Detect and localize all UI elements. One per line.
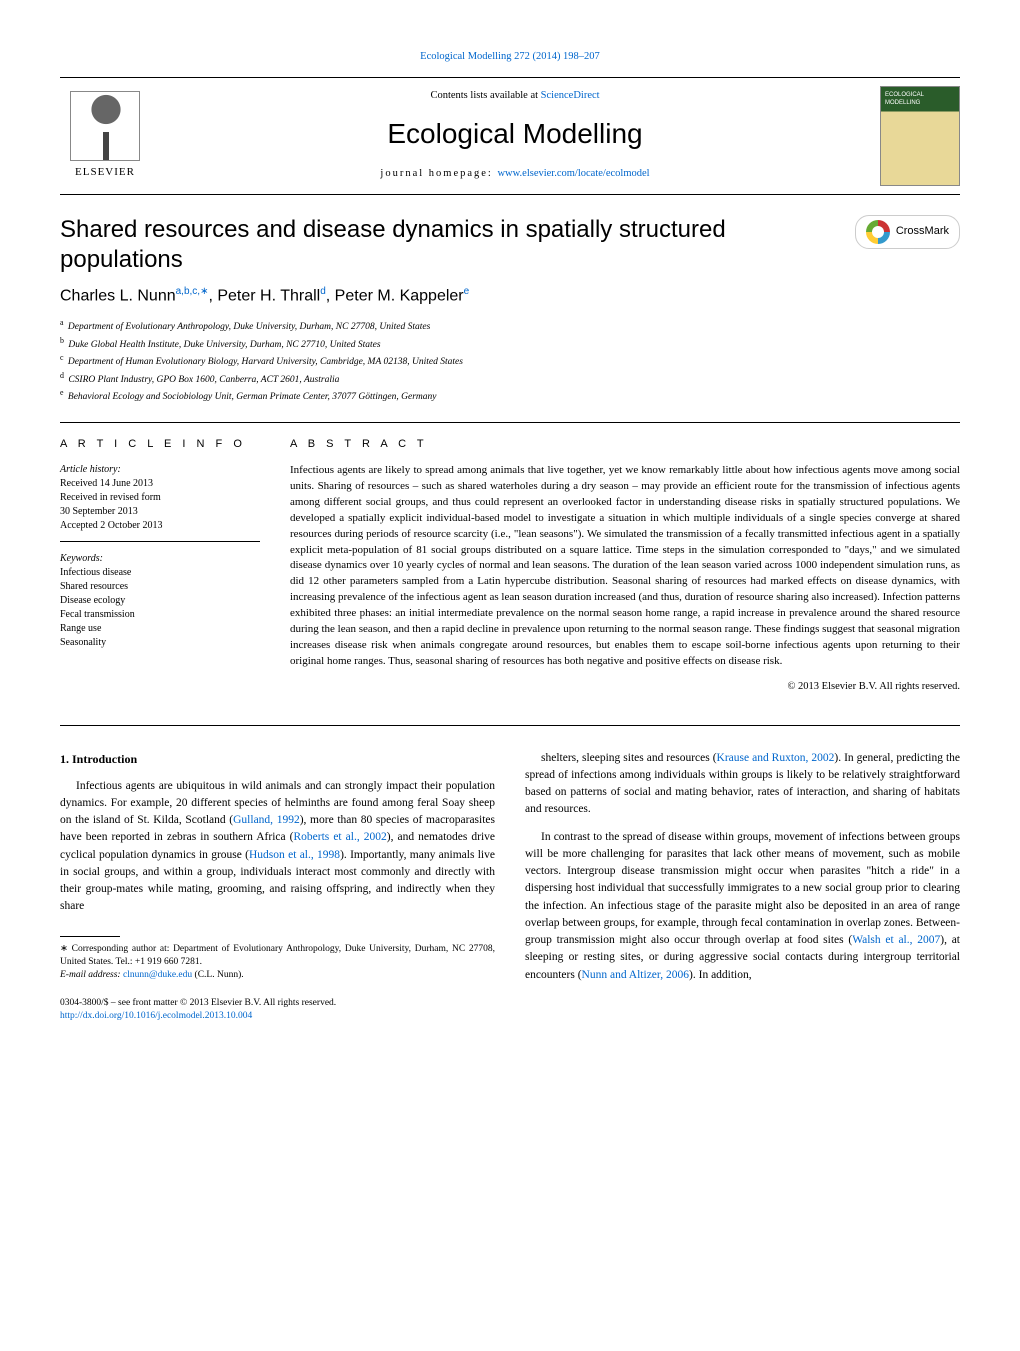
crossmark-label: CrossMark: [896, 224, 949, 239]
keyword-line: Range use: [60, 622, 260, 636]
doi-link[interactable]: http://dx.doi.org/10.1016/j.ecolmodel.20…: [60, 1011, 252, 1021]
left-column: 1. Introduction Infectious agents are ub…: [60, 750, 495, 1023]
affiliation-line: a Department of Evolutionary Anthropolog…: [60, 317, 960, 334]
issn-line: 0304-3800/$ – see front matter © 2013 El…: [60, 997, 495, 1010]
sciencedirect-link[interactable]: ScienceDirect: [541, 90, 600, 101]
affiliation-line: b Duke Global Health Institute, Duke Uni…: [60, 335, 960, 352]
right-column: shelters, sleeping sites and resources (…: [525, 750, 960, 1023]
journal-cover-thumbnail: [880, 86, 960, 186]
elsevier-tree-icon: [70, 91, 140, 161]
crossmark-badge[interactable]: CrossMark: [855, 215, 960, 249]
author-list: Charles L. Nunna,b,c,∗, Peter H. Thralld…: [60, 285, 960, 308]
affiliation-line: e Behavioral Ecology and Sociobiology Un…: [60, 387, 960, 404]
keyword-line: Disease ecology: [60, 594, 260, 608]
body-paragraph: In contrast to the spread of disease wit…: [525, 829, 960, 984]
section-title: Introduction: [72, 752, 137, 766]
elsevier-logo: ELSEVIER: [60, 86, 150, 186]
keyword-line: Shared resources: [60, 580, 260, 594]
article-history-block: Article history: Received 14 June 2013Re…: [60, 463, 260, 542]
abstract-column: A B S T R A C T Infectious agents are li…: [290, 437, 960, 694]
section-number: 1.: [60, 752, 69, 766]
corresponding-author-footnote: ∗ Corresponding author at: Department of…: [60, 943, 495, 983]
email-suffix: (C.L. Nunn).: [192, 970, 243, 980]
article-info-column: A R T I C L E I N F O Article history: R…: [60, 437, 260, 694]
keywords-block: Keywords: Infectious diseaseShared resou…: [60, 552, 260, 658]
crossmark-icon: [866, 220, 890, 244]
affiliation-list: a Department of Evolutionary Anthropolog…: [60, 317, 960, 404]
article-history-title: Article history:: [60, 463, 260, 477]
section-heading: 1. Introduction: [60, 750, 495, 768]
abstract-heading: A B S T R A C T: [290, 437, 960, 452]
contents-available-line: Contents lists available at ScienceDirec…: [150, 89, 880, 104]
keyword-line: Fecal transmission: [60, 608, 260, 622]
keyword-line: Infectious disease: [60, 566, 260, 580]
abstract-copyright: © 2013 Elsevier B.V. All rights reserved…: [290, 680, 960, 695]
publisher-name: ELSEVIER: [75, 165, 135, 180]
article-info-heading: A R T I C L E I N F O: [60, 437, 260, 452]
affiliation-line: c Department of Human Evolutionary Biolo…: [60, 352, 960, 369]
article-title: Shared resources and disease dynamics in…: [60, 215, 855, 275]
section-divider: [60, 725, 960, 726]
homepage-prefix: journal homepage:: [380, 168, 497, 179]
body-paragraph: Infectious agents are ubiquitous in wild…: [60, 778, 495, 916]
corresponding-author-text: ∗ Corresponding author at: Department of…: [60, 943, 495, 970]
affiliation-line: d CSIRO Plant Industry, GPO Box 1600, Ca…: [60, 370, 960, 387]
journal-header: ELSEVIER Contents lists available at Sci…: [60, 77, 960, 195]
journal-homepage-line: journal homepage: www.elsevier.com/locat…: [150, 167, 880, 182]
history-line: Received in revised form: [60, 491, 260, 505]
journal-homepage-link[interactable]: www.elsevier.com/locate/ecolmodel: [497, 168, 649, 179]
history-line: Accepted 2 October 2013: [60, 519, 260, 533]
keywords-title: Keywords:: [60, 552, 260, 566]
author-email-link[interactable]: clnunn@duke.edu: [123, 970, 192, 980]
body-paragraph: shelters, sleeping sites and resources (…: [525, 750, 960, 819]
journal-reference: Ecological Modelling 272 (2014) 198–207: [60, 50, 960, 65]
page-footer: 0304-3800/$ – see front matter © 2013 El…: [60, 997, 495, 1024]
abstract-text: Infectious agents are likely to spread a…: [290, 463, 960, 670]
keyword-line: Seasonality: [60, 636, 260, 650]
history-line: 30 September 2013: [60, 505, 260, 519]
email-label: E-mail address:: [60, 970, 123, 980]
journal-title: Ecological Modelling: [150, 114, 880, 153]
footnote-separator: [60, 936, 120, 937]
body-text: 1. Introduction Infectious agents are ub…: [60, 750, 960, 1023]
contents-prefix: Contents lists available at: [430, 90, 540, 101]
history-line: Received 14 June 2013: [60, 477, 260, 491]
